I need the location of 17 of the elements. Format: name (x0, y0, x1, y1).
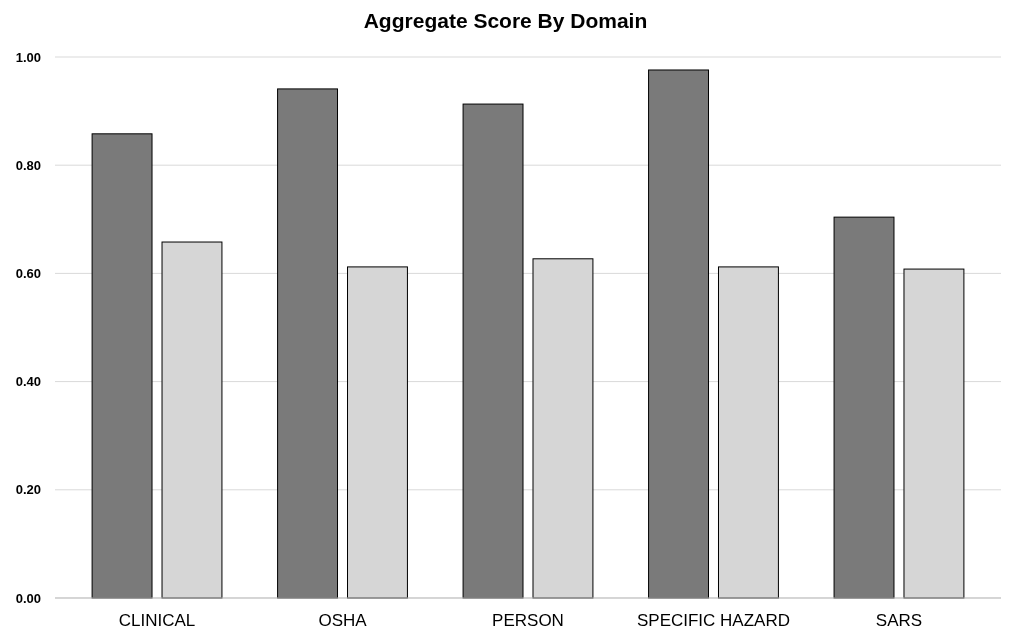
bar (277, 88, 339, 599)
bar (648, 69, 709, 599)
bar (462, 103, 524, 599)
y-tick-label: 0.00 (15, 590, 41, 606)
y-tick-label: 0.60 (15, 265, 41, 281)
y-tick-label: 1.00 (15, 49, 41, 65)
bar (833, 216, 895, 599)
y-tick-label: 0.80 (15, 157, 41, 173)
bar (91, 133, 153, 599)
x-tick-label: SPECIFIC HAZARD (636, 611, 791, 630)
y-tick-label: 0.20 (15, 482, 41, 498)
x-tick-label: SARS (875, 611, 923, 630)
x-tick-label: CLINICAL (118, 611, 196, 630)
y-tick-label: 0.40 (15, 374, 41, 390)
x-tick-label: OSHA (318, 611, 368, 630)
x-tick-label: PERSON (492, 611, 564, 630)
chart-title: Aggregate Score By Domain (363, 9, 648, 32)
